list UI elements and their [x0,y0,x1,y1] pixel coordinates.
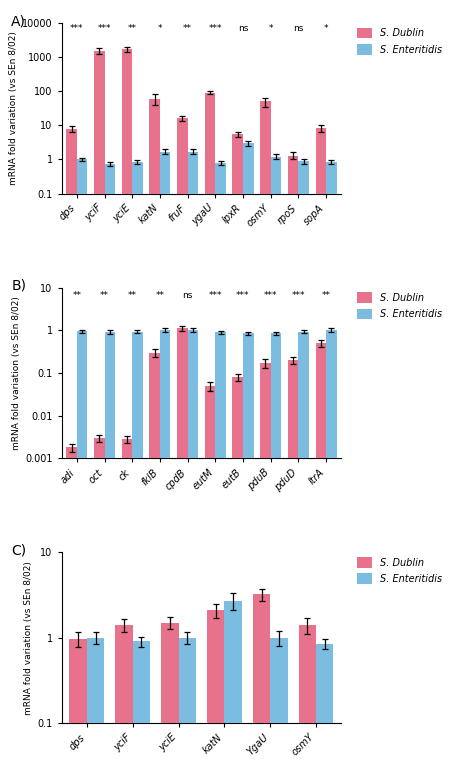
Bar [271,157,281,761]
Bar [149,99,160,761]
Bar [253,594,270,761]
Text: **: ** [73,291,82,301]
Bar [326,162,337,761]
Bar [298,332,309,761]
Text: *: * [324,24,328,33]
Text: ***: *** [292,291,305,301]
Bar [215,332,226,761]
Bar [243,333,254,761]
Text: ***: *** [70,24,83,33]
Bar [316,343,326,761]
Bar [205,93,215,761]
Bar [243,143,254,761]
Bar [232,377,243,761]
Bar [77,331,87,761]
Bar [326,330,337,761]
Bar [66,129,77,761]
Legend: S. Dublin, S. Enteritidis: S. Dublin, S. Enteritidis [357,557,442,584]
Bar [161,622,179,761]
Bar [87,638,104,761]
Text: ***: *** [209,24,222,33]
Y-axis label: mRNA fold variation (vs SEn 8/02): mRNA fold variation (vs SEn 8/02) [9,31,18,185]
Bar [188,151,198,761]
Text: B): B) [11,279,26,293]
Text: ns: ns [293,24,303,33]
Bar [260,101,271,761]
Text: **: ** [128,24,137,33]
Bar [179,638,196,761]
Bar [177,118,188,761]
Bar [115,625,133,761]
Text: ns: ns [238,24,248,33]
Bar [271,333,281,761]
Bar [177,329,188,761]
Bar [205,386,215,761]
Bar [207,610,224,761]
Text: ***: *** [209,291,222,301]
Legend: S. Dublin, S. Enteritidis: S. Dublin, S. Enteritidis [357,292,442,320]
Bar [69,638,87,761]
Text: ***: *** [264,291,277,301]
Text: **: ** [321,291,330,301]
Bar [160,330,171,761]
Y-axis label: mRNA fold variation (vs SEn 8/02): mRNA fold variation (vs SEn 8/02) [24,561,33,715]
Text: A): A) [11,14,26,28]
Text: ***: *** [236,291,250,301]
Bar [260,363,271,761]
Text: ns: ns [182,291,193,301]
Text: **: ** [128,291,137,301]
Bar [215,163,226,761]
Bar [232,134,243,761]
Bar [66,447,77,761]
Bar [270,638,288,761]
Bar [299,625,316,761]
Bar [316,128,326,761]
Bar [77,160,87,761]
Bar [122,49,132,761]
Text: **: ** [100,291,109,301]
Y-axis label: mRNA fold variation (vs SEn 8/02): mRNA fold variation (vs SEn 8/02) [12,296,21,450]
Text: *: * [268,24,273,33]
Bar [94,438,105,761]
Bar [132,162,143,761]
Legend: S. Dublin, S. Enteritidis: S. Dublin, S. Enteritidis [357,27,442,55]
Text: **: ** [183,24,192,33]
Bar [316,644,334,761]
Bar [94,51,105,761]
Text: **: ** [155,291,164,301]
Bar [133,642,150,761]
Text: C): C) [11,543,27,558]
Bar [160,151,171,761]
Bar [105,332,115,761]
Bar [188,330,198,761]
Bar [149,352,160,761]
Bar [224,600,242,761]
Bar [288,155,298,761]
Bar [105,164,115,761]
Bar [288,360,298,761]
Text: ***: *** [98,24,111,33]
Bar [298,161,309,761]
Bar [132,332,143,761]
Bar [122,439,132,761]
Text: *: * [158,24,162,33]
